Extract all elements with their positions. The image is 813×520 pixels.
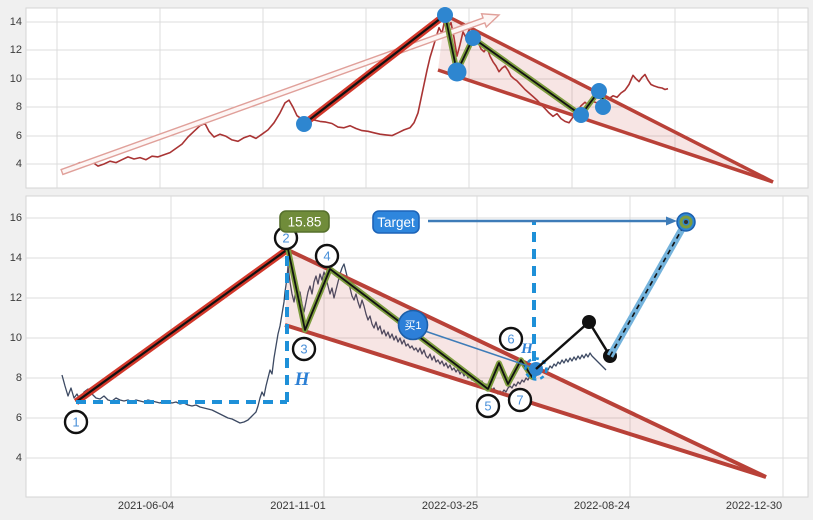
- projection-dot[interactable]: [582, 315, 596, 329]
- point-circle-5-number: 5: [484, 399, 491, 414]
- measure-value-label-text: 15.85: [288, 215, 322, 230]
- point-circle-6[interactable]: [498, 326, 524, 352]
- wedge-upper-line[interactable]: [287, 248, 767, 479]
- minor-trend-line[interactable]: [412, 326, 535, 369]
- buy-marker[interactable]: [397, 309, 429, 341]
- target-point-marker-ring-icon: [679, 215, 693, 229]
- point-circle-3[interactable]: [291, 336, 317, 362]
- target-point-marker-center-icon: [684, 220, 688, 224]
- target-level-arrow-head-icon: [666, 216, 677, 226]
- target-label-text: Target: [377, 215, 415, 230]
- point-circle-7-number: 7: [516, 393, 523, 408]
- buy-marker-text: 买1: [404, 319, 421, 332]
- point-circle-4[interactable]: [314, 243, 340, 269]
- point-circle-1-number: 1: [72, 415, 79, 430]
- point-circle-2-number: 2: [282, 231, 289, 246]
- pivot-dot[interactable]: [591, 83, 607, 99]
- pivot-dot[interactable]: [447, 62, 467, 82]
- wedge-upper-line[interactable]: [444, 13, 774, 184]
- zigzag-line-core: [287, 248, 538, 390]
- breakout-dashed-circle[interactable]: [524, 357, 548, 381]
- h-measure-label-small: H: [520, 341, 534, 357]
- pivot-dot[interactable]: [437, 7, 453, 23]
- pivot-dot[interactable]: [296, 116, 312, 132]
- uptrend-line-core: [75, 248, 289, 403]
- point-circle-7[interactable]: [507, 387, 533, 413]
- wedge-lower-line[interactable]: [437, 68, 774, 184]
- target-label[interactable]: [372, 210, 420, 234]
- measure-value-label[interactable]: [279, 210, 330, 233]
- pivot-dot[interactable]: [465, 30, 481, 46]
- uptrend-line-core: [303, 14, 446, 125]
- point-circle-1[interactable]: [63, 409, 89, 435]
- pivot-dot[interactable]: [573, 107, 589, 123]
- h-measure-label: H: [294, 369, 311, 390]
- target-rally-dashed-center: [609, 221, 687, 357]
- pivot-dot[interactable]: [595, 99, 611, 115]
- point-circle-4-number: 4: [323, 249, 330, 264]
- point-circle-6-number: 6: [507, 332, 514, 347]
- point-circle-5[interactable]: [475, 393, 501, 419]
- point-circle-3-number: 3: [300, 342, 307, 357]
